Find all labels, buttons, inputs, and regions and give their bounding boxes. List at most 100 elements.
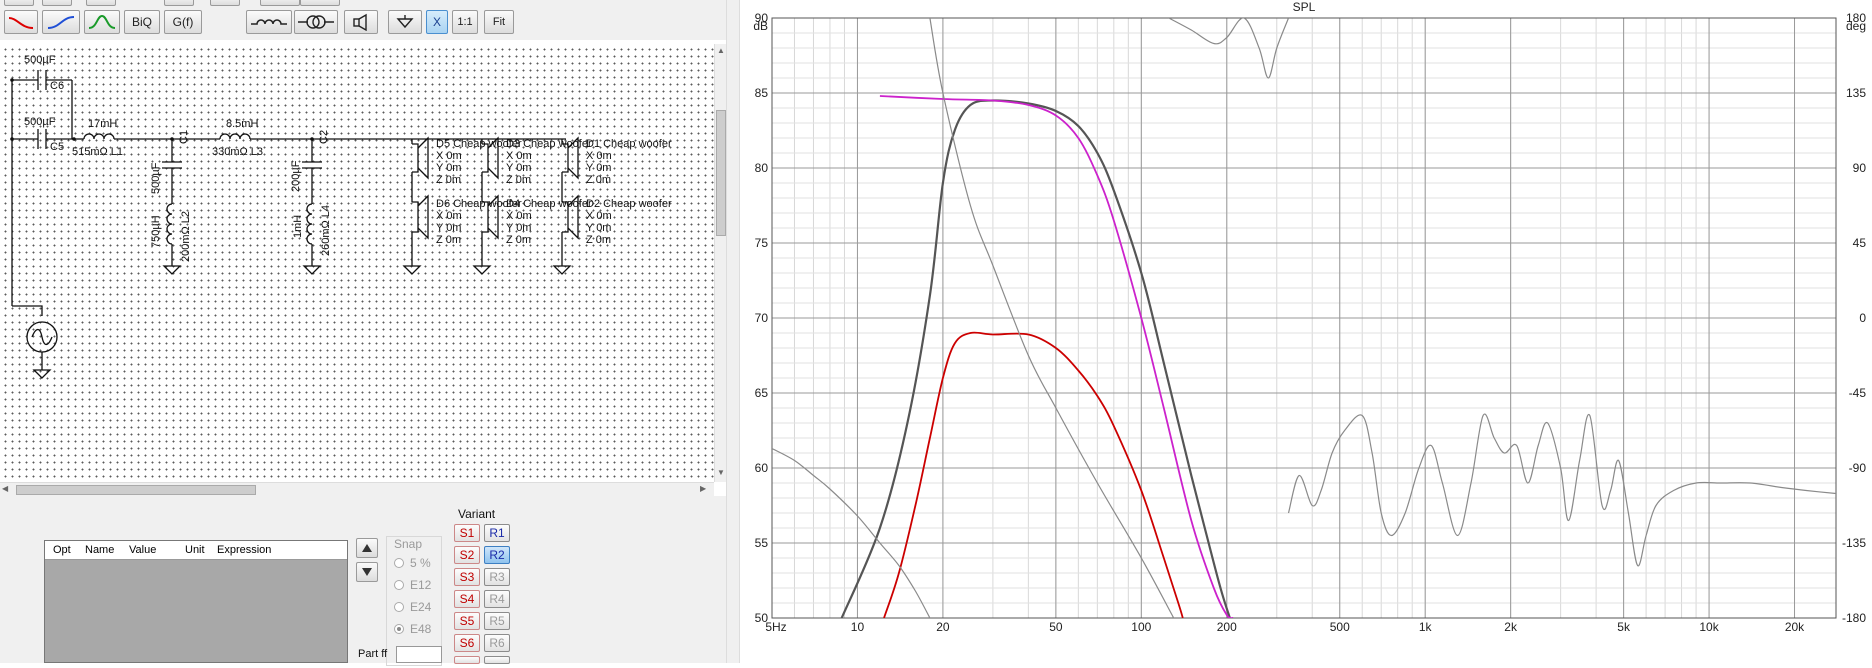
y-tick-label: 50 <box>755 611 769 625</box>
lowpass-blue-icon <box>47 16 75 29</box>
column-header-value[interactable]: Value <box>129 544 157 556</box>
top-row-button-7[interactable] <box>300 0 340 6</box>
driver-x: X 0m <box>436 210 462 222</box>
variant-s5-button[interactable]: S5 <box>454 612 480 630</box>
inductor-icon <box>251 19 287 25</box>
top-row-button-3[interactable] <box>86 0 116 6</box>
scroll-right-arrow-icon[interactable]: ▶ <box>700 484 707 493</box>
vertical-scroll-thumb[interactable] <box>716 110 726 236</box>
series-line-5 <box>1168 18 1290 79</box>
scroll-up-arrow-icon[interactable]: ▲ <box>717 46 725 55</box>
l2-value-label: 750µH <box>150 215 162 248</box>
inductor-button[interactable] <box>246 10 292 34</box>
driver-z: Z 0m <box>586 174 612 186</box>
pane-splitter[interactable] <box>726 0 740 663</box>
speaker-button[interactable] <box>344 10 378 34</box>
y-tick-label: 90 <box>755 11 769 25</box>
zoom-fit-button[interactable]: Fit <box>484 10 514 34</box>
driver-title: D5 Cheap woofer <box>436 138 522 150</box>
radio-icon <box>394 558 404 568</box>
driver-title: D2 Cheap woofer <box>586 198 672 210</box>
toolbar: BiQ G(f) X 1:1 Fit <box>0 0 740 40</box>
bandpass-filter-button[interactable] <box>84 10 120 34</box>
x-tick-label: 200 <box>1217 620 1237 634</box>
c2-value-label: 200µF <box>290 160 302 192</box>
y-tick-label: 70 <box>755 311 769 325</box>
y-axis-unit-label: dB <box>753 19 768 33</box>
column-header-name[interactable]: Name <box>85 544 115 556</box>
lowpass-filter-button[interactable] <box>42 10 80 34</box>
scroll-down-arrow-icon[interactable]: ▼ <box>717 468 725 477</box>
variant-r4-button[interactable]: R4 <box>484 590 510 608</box>
schematic-horizontal-scrollbar[interactable]: ◀ ▶ <box>0 482 714 497</box>
triangle-down-icon <box>362 568 372 576</box>
x-tick-label: 500 <box>1330 620 1350 634</box>
column-header-expression[interactable]: Expression <box>217 544 272 556</box>
y2-tick-label: 135 <box>1846 86 1866 100</box>
driver-x: X 0m <box>586 150 612 162</box>
top-row-button-6[interactable] <box>260 0 300 6</box>
top-row-button-4[interactable] <box>164 0 194 6</box>
schematic-wiring <box>10 70 579 379</box>
move-up-button[interactable] <box>356 538 378 558</box>
spl-chart[interactable]: 5Hz 10 20 50 100 200 500 1k 2k 5k 10k 20k9085807570… <box>740 0 1872 663</box>
schematic-vertical-scrollbar[interactable]: ▲ ▼ <box>714 44 727 482</box>
ground-icon <box>396 15 414 29</box>
part-label: Part ff <box>358 648 388 660</box>
transfer-function-button[interactable]: G(f) <box>164 10 202 34</box>
driver-y: Y 0m <box>586 162 612 174</box>
top-row-button-2[interactable] <box>42 0 72 6</box>
x-tick-label: 10k <box>1699 620 1719 634</box>
bandpass-green-icon <box>88 14 116 29</box>
column-header-opt[interactable]: Opt <box>53 544 71 556</box>
ground-button[interactable] <box>388 10 422 34</box>
l2-res-label: 200mΩ L2 <box>180 210 192 262</box>
variant-r6-button[interactable]: R6 <box>484 634 510 652</box>
variant-s3-button[interactable]: S3 <box>454 568 480 586</box>
y-tick-label: 55 <box>755 536 769 550</box>
column-header-unit[interactable]: Unit <box>185 544 205 556</box>
l4-res-label: 260mΩ L4 <box>320 204 332 256</box>
variant-s1-button[interactable]: S1 <box>454 524 480 542</box>
biquad-button[interactable]: BiQ <box>124 10 160 34</box>
snap-option-5pct[interactable]: 5 % <box>394 556 431 570</box>
spl-chart-panel[interactable]: 5Hz 10 20 50 100 200 500 1k 2k 5k 10k 20k 90 85 80 75 70… <box>740 0 1872 663</box>
snap-option-e48[interactable]: E48 <box>394 622 431 636</box>
bottom-panel: Opt Name Value Unit Expression Snap 5 % … <box>0 496 740 666</box>
top-row-button-1[interactable] <box>4 0 34 6</box>
part-input[interactable] <box>396 646 442 663</box>
y2-tick-label: -135 <box>1842 536 1866 550</box>
driver-x: X 0m <box>506 150 532 162</box>
l4-value-label: 1mH <box>292 214 304 238</box>
variant-r2-button[interactable]: R2 <box>484 546 510 564</box>
l1-res-label: 515mΩ L1 <box>72 146 124 158</box>
driver-y: Y 0m <box>506 162 532 174</box>
transformer-button[interactable] <box>294 10 338 34</box>
x-tick-label: 1k <box>1419 620 1433 634</box>
series-line-3 <box>772 447 931 618</box>
variant-title: Variant <box>458 507 496 521</box>
move-down-button[interactable] <box>356 562 378 582</box>
variant-r1-button[interactable]: R1 <box>484 524 510 542</box>
top-row-button-5[interactable] <box>210 0 240 6</box>
variant-s6-button[interactable]: S6 <box>454 634 480 652</box>
x-toggle-button[interactable]: X <box>426 10 448 34</box>
variant-s2-button[interactable]: S2 <box>454 546 480 564</box>
c6-name-label: C6 <box>50 80 65 92</box>
driver-title: D3 Cheap woofer <box>506 138 592 150</box>
zoom-one-to-one-button[interactable]: 1:1 <box>452 10 478 34</box>
snap-option-e12[interactable]: E12 <box>394 578 431 592</box>
variant-s4-button[interactable]: S4 <box>454 590 480 608</box>
variant-r3-button[interactable]: R3 <box>484 568 510 586</box>
highpass-filter-button[interactable] <box>4 10 38 34</box>
driver-z: Z 0m <box>586 234 612 246</box>
schematic-canvas[interactable]: 500µF C6 500µF C5 17mH 515mΩ L1 8.5mH 33… <box>0 44 726 482</box>
horizontal-scroll-thumb[interactable] <box>16 485 256 495</box>
x-tick-label: 20k <box>1785 620 1805 634</box>
driver-title: D4 Cheap woofer <box>506 198 592 210</box>
snap-option-e24[interactable]: E24 <box>394 600 431 614</box>
l3-value-label: 8.5mH <box>226 118 259 130</box>
variant-r5-button[interactable]: R5 <box>484 612 510 630</box>
optimizer-table[interactable]: Opt Name Value Unit Expression <box>44 540 348 663</box>
scroll-left-arrow-icon[interactable]: ◀ <box>2 484 9 493</box>
